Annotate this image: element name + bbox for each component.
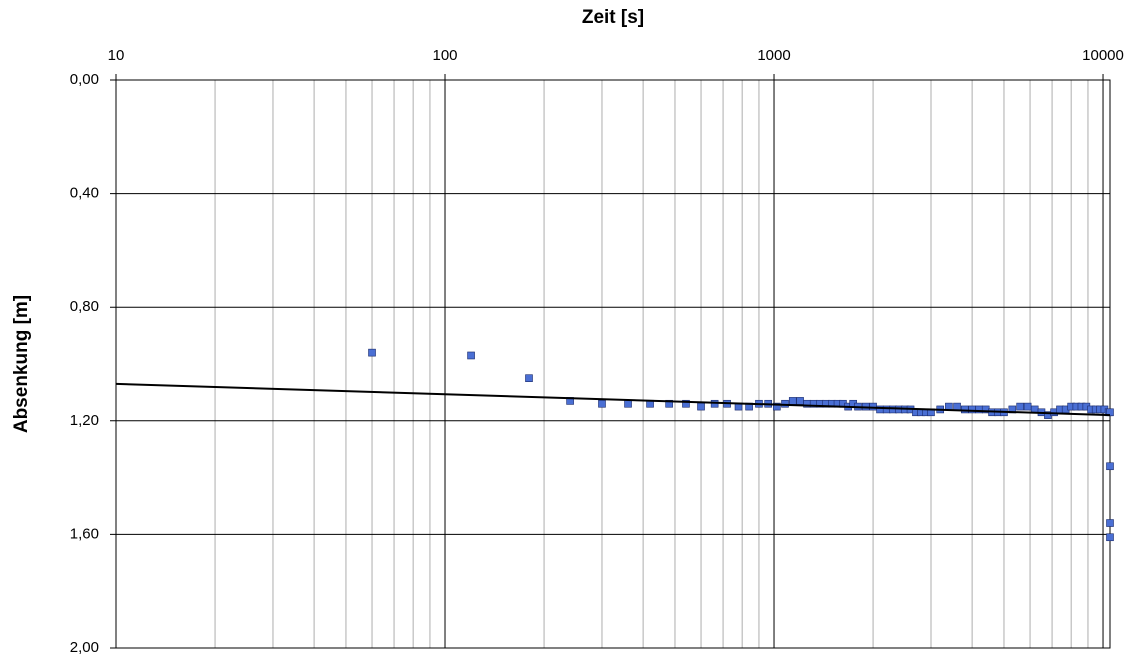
x-tick-label: 10000 [1082,47,1124,64]
y-tick-label: 1,20 [70,412,99,429]
data-point [953,402,961,411]
data-point [796,397,804,405]
data-point [697,402,705,411]
x-tick-label: 1000 [757,47,790,64]
data-point [525,374,533,383]
y-tick-label: 1,60 [70,525,99,542]
x-axis-title: Zeit [s] [582,7,644,28]
trend-line [115,382,1111,417]
y-tick-label: 0,00 [70,71,99,88]
data-point [467,351,475,360]
y-axis-title: Absenkung [m] [11,295,32,433]
data-point [788,397,797,405]
plot-frame [115,79,1111,649]
data-point [624,399,632,408]
y-tick-label: 0,80 [70,298,99,315]
data-point [368,348,376,357]
data-point [773,402,781,411]
data-point [598,399,606,408]
x-tick-label: 100 [432,47,457,64]
data-point [882,405,891,414]
data-point [1016,402,1024,411]
data-point [682,399,690,408]
data-point [960,405,969,414]
data-point [968,405,976,414]
data-point [1106,408,1114,417]
data-point [1106,462,1114,471]
data-point [665,399,673,408]
data-point [1023,402,1032,411]
data-point [1106,533,1114,542]
y-tick-label: 0,40 [70,185,99,202]
data-point [781,399,789,408]
x-tick-label: 10 [108,47,125,64]
y-tick-label: 2,00 [70,639,99,656]
data-point [1106,519,1114,527]
